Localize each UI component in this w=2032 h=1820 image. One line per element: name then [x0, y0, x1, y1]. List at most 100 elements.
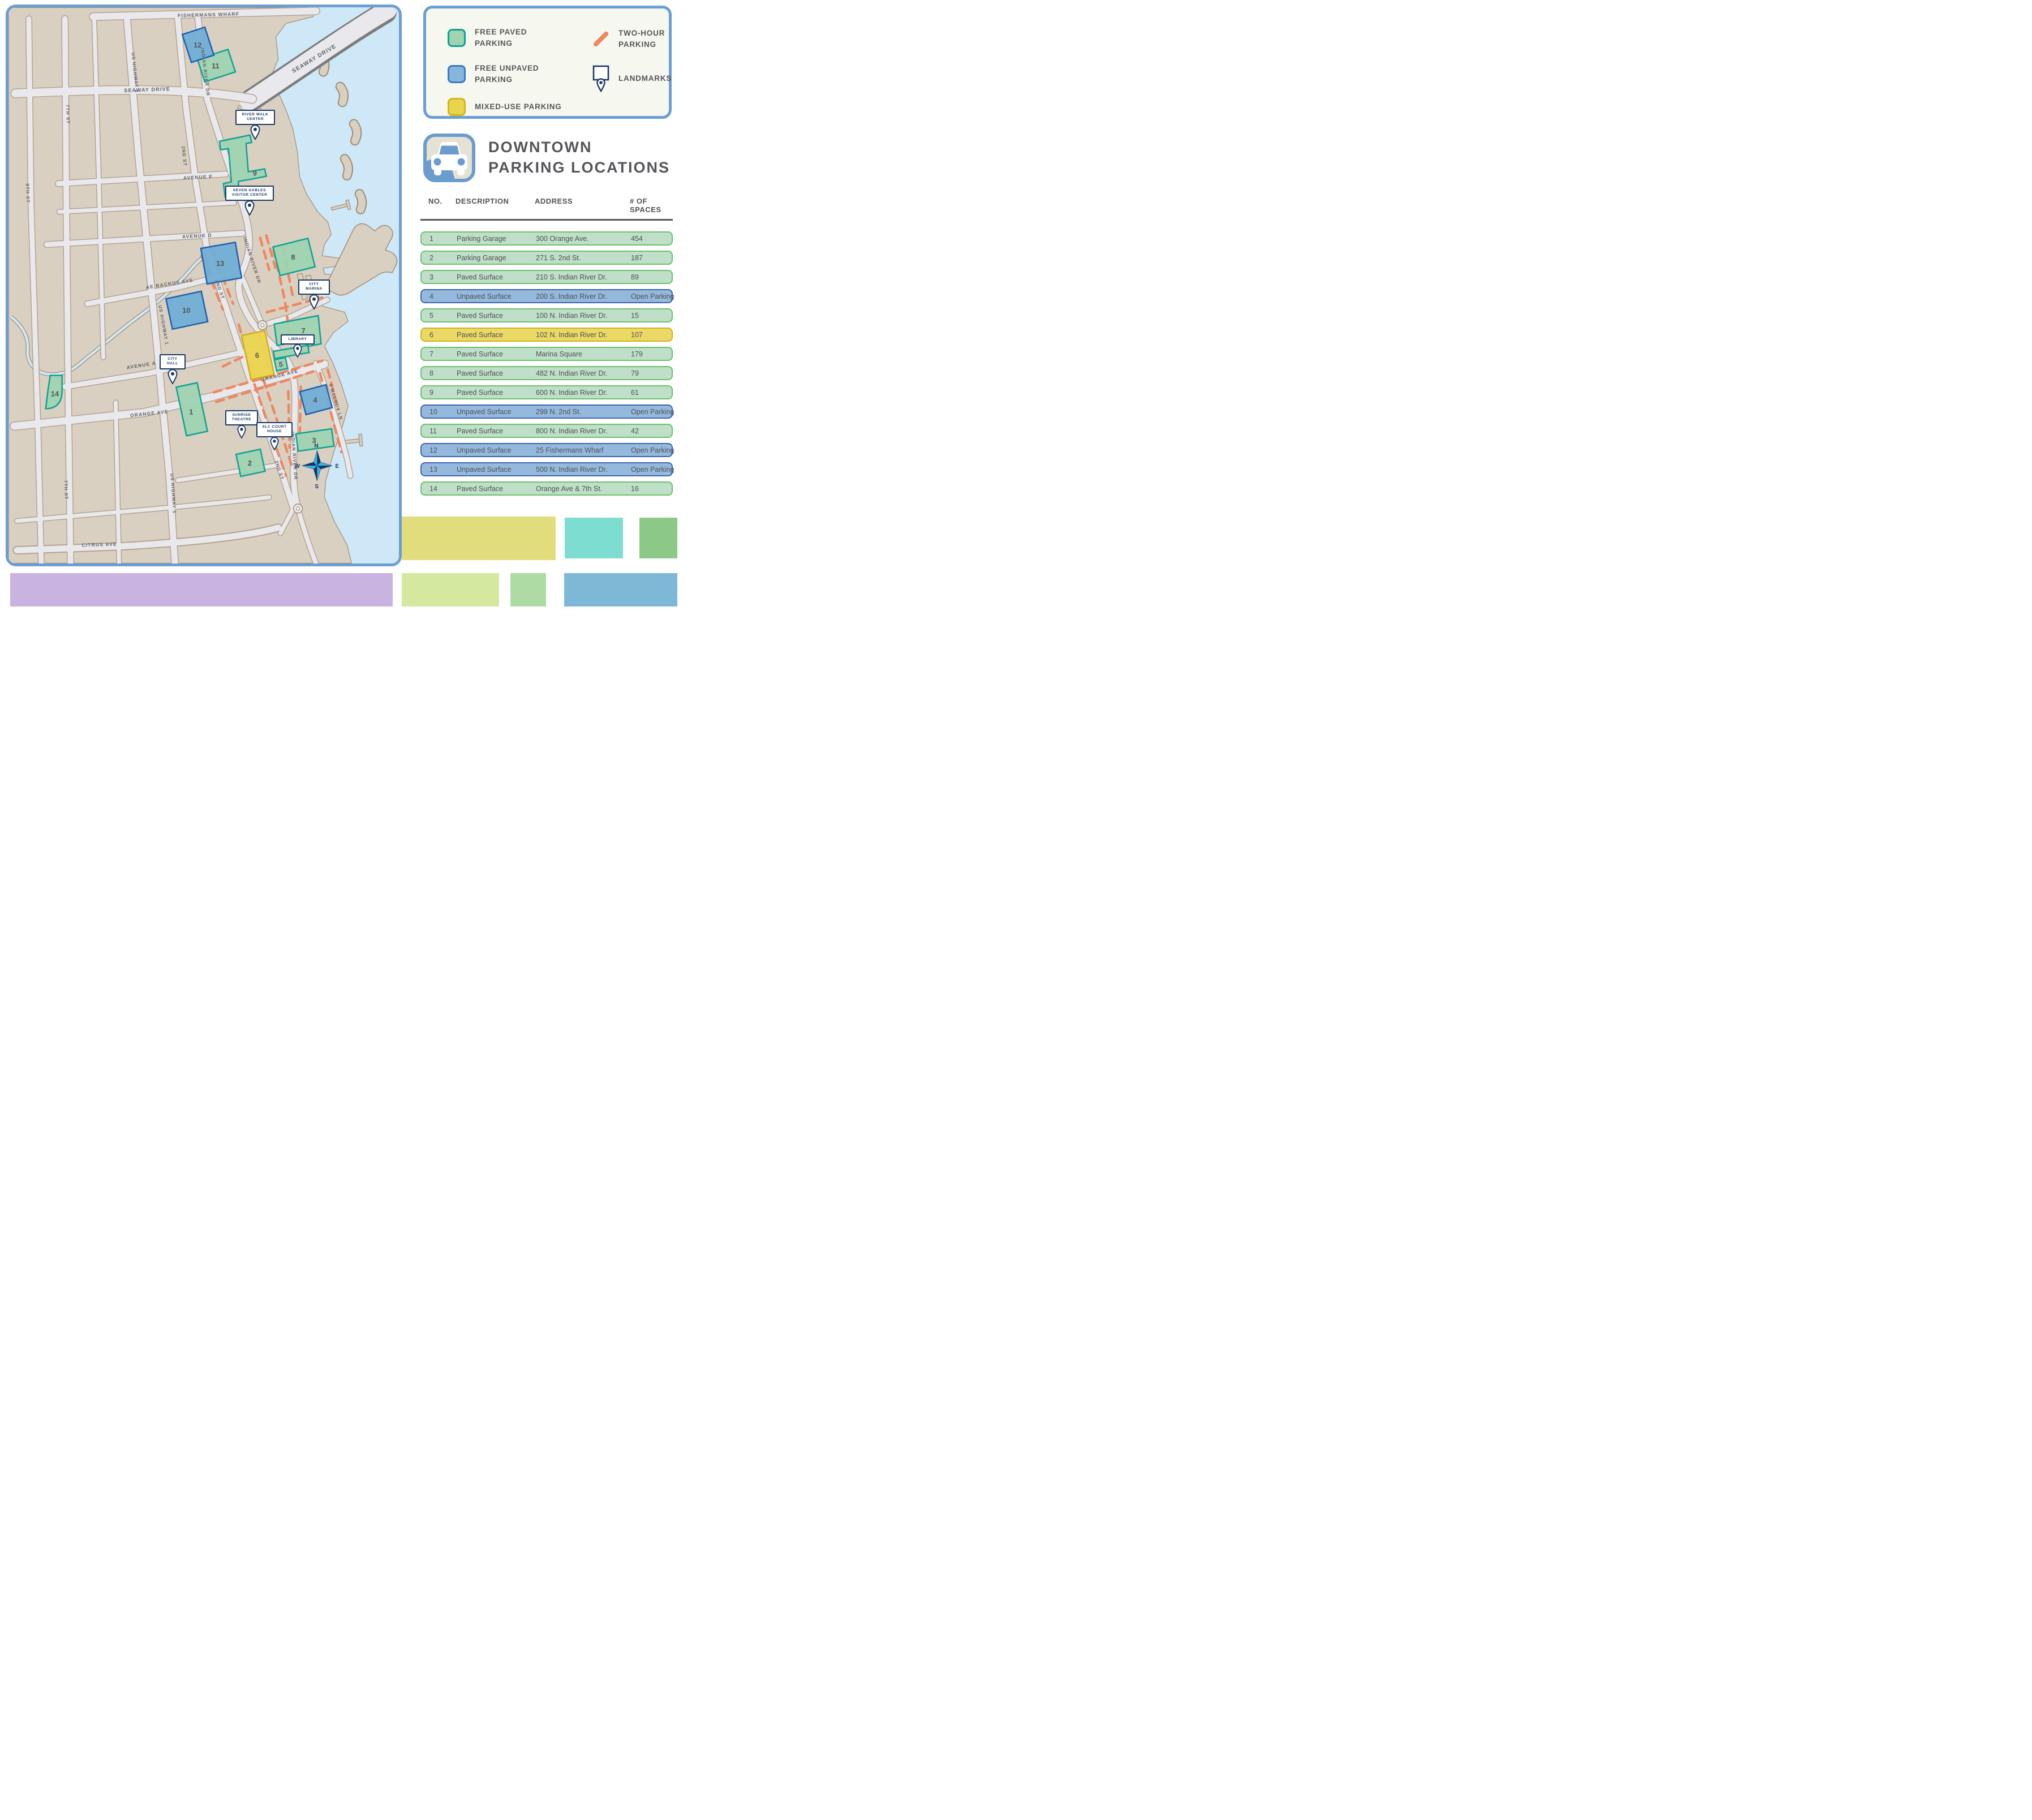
cell-no: 6: [429, 330, 433, 339]
compass-e: E: [335, 463, 339, 470]
cell-description: Paved Surface: [457, 311, 503, 320]
cell-address: 102 N. Indian River Dr.: [536, 330, 608, 339]
street-7th-bottom: 7TH ST: [63, 480, 69, 500]
landmark-city-hall: CITY HALL: [160, 354, 186, 384]
landmark-pin-icon: [237, 425, 246, 438]
cell-address: 210 S. Indian River Dr.: [536, 273, 607, 281]
street-avenue-e: AVENUE E: [183, 174, 213, 181]
cell-no: 8: [429, 369, 433, 377]
lot-8-label: 8: [291, 253, 295, 261]
compass-n: N: [314, 443, 318, 449]
cell-address: 100 N. Indian River Dr.: [536, 311, 608, 320]
landmark-pin-icon: [244, 200, 255, 216]
landmark-pin-icon: [270, 437, 279, 450]
parking-car-icon: [423, 134, 475, 182]
color-swatches: [10, 517, 677, 606]
cell-description: Paved Surface: [457, 369, 503, 377]
parking-table: NO. DESCRIPTION ADDRESS # OF SPACES 1 Par…: [420, 197, 674, 496]
title-block: DOWNTOWN PARKING LOCATIONS: [423, 134, 672, 187]
compass-w: W: [295, 463, 300, 470]
lot-3: [295, 428, 335, 452]
table-row: 14 Paved Surface Orange Ave & 7th St. 16: [420, 481, 673, 496]
table-row: 12 Unpaved Surface 25 Fishermans Wharf Open…: [420, 443, 674, 457]
page-title-line2: PARKING LOCATIONS: [488, 159, 670, 177]
cell-spaces: 16: [631, 484, 639, 493]
swatch-purple: [10, 573, 393, 606]
landmark-pin-icon: [167, 369, 178, 384]
swatch-medgreen: [510, 573, 546, 606]
swatch-yellow: [402, 517, 556, 560]
legend-item-landmarks: LANDMARKS: [590, 65, 677, 92]
lot-2: [235, 448, 266, 477]
legend-item-two-hour: TWO-HOUR PARKING: [591, 28, 675, 50]
cell-spaces: 42: [631, 427, 639, 435]
landmark-label: LIBRARY: [281, 334, 315, 345]
cell-description: Paved Surface: [457, 427, 503, 435]
cell-no: 11: [429, 427, 437, 435]
table-row: 11 Paved Surface 800 N. Indian River Dr. 42: [420, 424, 673, 438]
street-2nd-top: 2ND ST: [181, 146, 188, 166]
cell-address: 271 S. 2nd St.: [536, 253, 581, 262]
cell-spaces: Open Parking: [631, 407, 675, 416]
lot-9: [218, 134, 268, 198]
page-title-line1: DOWNTOWN: [488, 139, 592, 156]
cell-description: Parking Garage: [457, 253, 506, 262]
cell-address: Marina Square: [536, 350, 582, 358]
cell-no: 4: [429, 292, 433, 300]
landmark-river-walk-center: RIVER WALK CENTER: [235, 110, 275, 140]
cell-spaces: 454: [631, 234, 643, 243]
lot-3-label: 3: [312, 436, 316, 445]
cell-spaces: Open Parking: [631, 465, 675, 474]
cell-spaces: Open Parking: [631, 446, 675, 454]
cell-description: Paved Surface: [457, 350, 503, 358]
cell-description: Unpaved Surface: [457, 465, 512, 474]
cell-description: Paved Surface: [457, 330, 503, 339]
cell-no: 9: [429, 388, 433, 397]
lot-9-label: 9: [253, 169, 257, 178]
cell-description: Parking Garage: [457, 234, 506, 243]
cell-address: 300 Orange Ave.: [536, 234, 589, 243]
table-row: 9 Paved Surface 600 N. Indian River Dr. 61: [420, 385, 673, 399]
cell-no: 5: [429, 311, 433, 320]
table-row: 4 Unpaved Surface 200 S. Indian River Dr. O…: [420, 289, 674, 303]
table-row: 7 Paved Surface Marina Square 179: [420, 347, 673, 361]
table-row: 2 Parking Garage 271 S. 2nd St. 187: [420, 251, 673, 265]
cell-address: 200 S. Indian River Dr.: [536, 292, 607, 300]
creek-water: [10, 250, 215, 376]
lot-14: [45, 375, 63, 410]
swatch-blue: [564, 573, 677, 606]
header-spaces: # OF SPACES: [630, 197, 661, 214]
header-description: DESCRIPTION: [456, 197, 509, 205]
landmark-pin-icon: [293, 344, 302, 358]
legend-label: LANDMARKS: [618, 74, 672, 83]
table-row: 5 Paved Surface 100 N. Indian River Dr. 15: [420, 308, 673, 322]
lot-1: [175, 382, 209, 437]
cell-spaces: 89: [631, 273, 639, 281]
landmark-slc-court-house: SLC COURT HOUSE: [256, 422, 293, 450]
lot-12-label: 12: [194, 41, 201, 49]
free-paved-swatch-icon: [448, 28, 466, 47]
street-seaway-horizontal: SEAWAY DRIVE: [124, 86, 170, 93]
legend-label: FREE PAVED PARKING: [475, 28, 527, 48]
lot-6: [240, 329, 275, 381]
cell-description: Paved Surface: [457, 484, 503, 493]
map-panel: 1 2 3 4 5 6 7 8 9: [6, 5, 402, 566]
landmark-label: RIVER WALK CENTER: [235, 110, 275, 125]
mixed-use-swatch-icon: [448, 98, 466, 116]
cell-spaces: 107: [631, 330, 643, 339]
cell-no: 3: [429, 273, 433, 281]
header-address: ADDRESS: [535, 197, 573, 205]
table-row: 3 Paved Surface 210 S. Indian River Dr. 89: [420, 270, 673, 284]
cell-no: 10: [429, 407, 437, 416]
cell-address: 299 N. 2nd St.: [536, 407, 581, 416]
cell-spaces: 179: [631, 350, 643, 358]
landmark-legend-icon: [592, 65, 609, 92]
page: 1 2 3 4 5 6 7 8 9: [0, 0, 677, 606]
lot-2-label: 2: [248, 459, 252, 467]
lot-12: [181, 26, 215, 63]
lot-1-label: 1: [189, 407, 193, 416]
street-fishermans-wharf: FISHERMANS WHARF: [178, 11, 239, 19]
legend-label: FREE UNPAVED PARKING: [475, 64, 539, 84]
lot-13: [200, 241, 243, 285]
table-body: 1 Parking Garage 300 Orange Ave. 454 2 Parki…: [420, 231, 674, 496]
